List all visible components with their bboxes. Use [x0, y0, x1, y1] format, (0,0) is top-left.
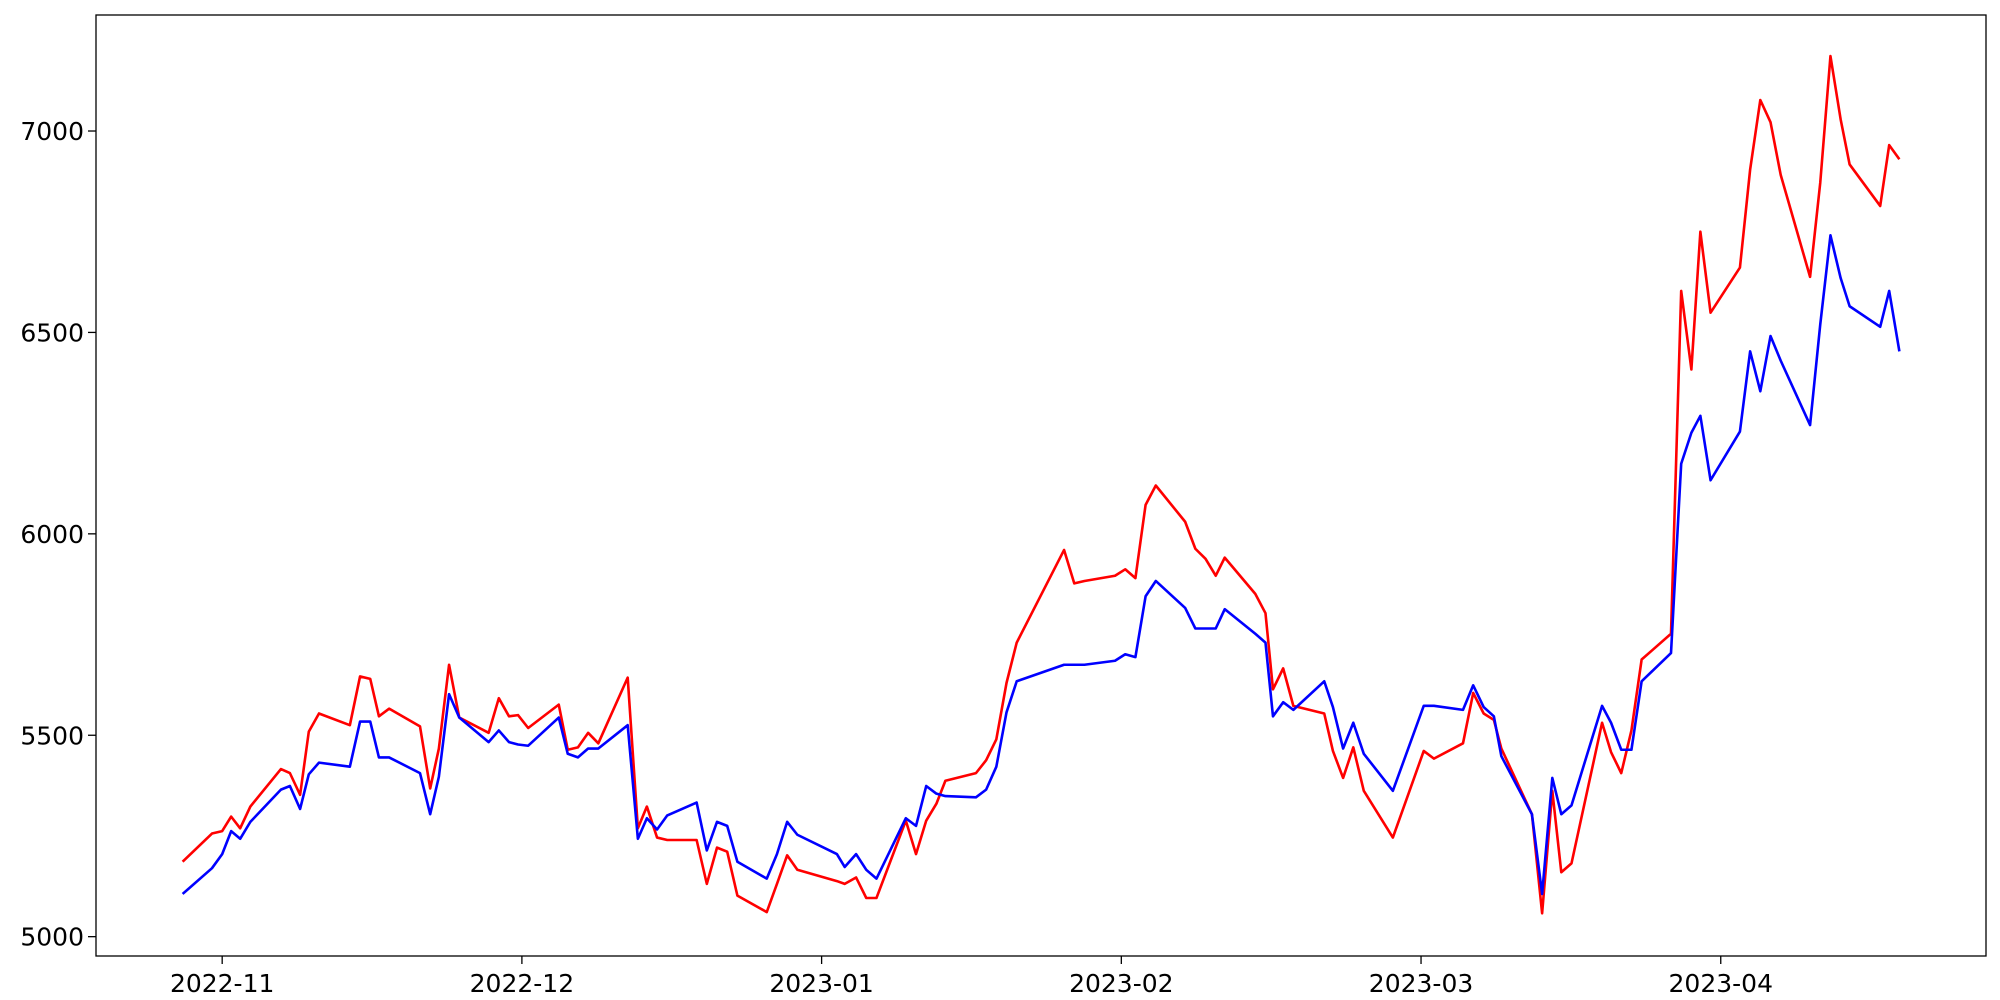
x-tick-label: 2023-04: [1669, 969, 1773, 998]
series-line: [181, 54, 1901, 915]
x-tick-label: 2022-11: [170, 969, 274, 998]
x-tick-label: 2023-03: [1369, 969, 1473, 998]
x-tick-label: 2023-01: [769, 969, 873, 998]
y-tick-label: 6500: [20, 318, 84, 347]
x-tick-label: 2023-02: [1069, 969, 1173, 998]
y-tick-label: 6000: [20, 520, 84, 549]
series-line: [181, 234, 1901, 896]
y-tick-label: 7000: [20, 117, 84, 146]
y-tick-label: 5000: [20, 923, 84, 952]
y-tick-label: 5500: [20, 721, 84, 750]
plot-frame: [95, 14, 1987, 957]
x-tick-label: 2022-12: [470, 969, 574, 998]
